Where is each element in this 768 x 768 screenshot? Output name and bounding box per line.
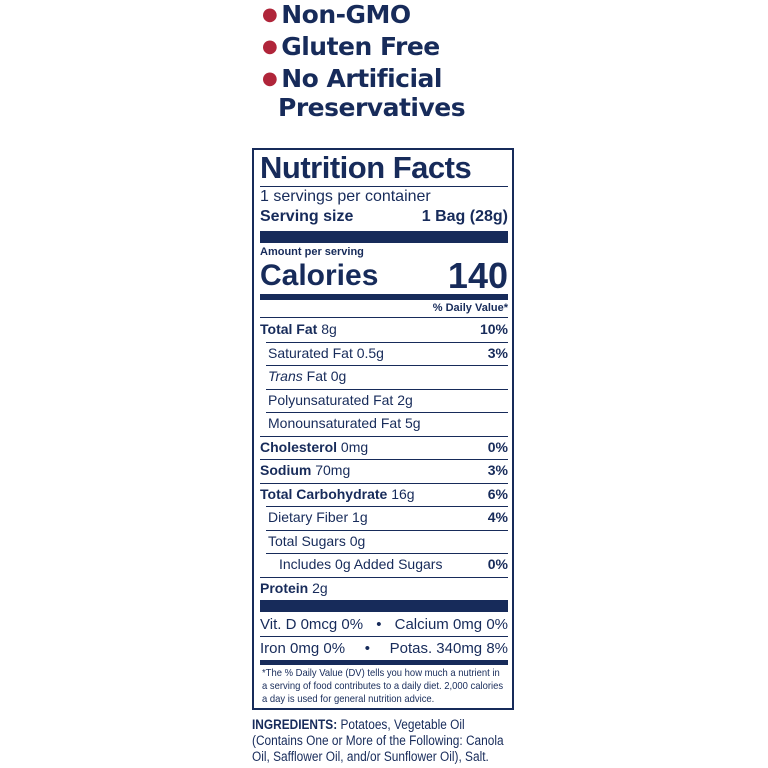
nutrient-amount: 0.5g xyxy=(356,344,384,361)
nutrient-row: Saturated Fat 0.5g 3% xyxy=(260,342,508,365)
nutrient-amount: 2g xyxy=(397,391,413,408)
nutrient-name: Dietary Fiber 1g xyxy=(268,509,368,525)
nutrient-dv: 0% xyxy=(487,556,508,572)
divider-thick xyxy=(260,231,508,243)
divider-medium xyxy=(260,294,508,300)
ingredients: INGREDIENTS: Potatoes, Vegetable Oil (Co… xyxy=(252,717,507,765)
nutrient-row: Total Fat 8g 10% xyxy=(260,318,508,341)
divider xyxy=(266,388,508,390)
claim-text: Non-GMO xyxy=(281,0,411,29)
nutrient-name: Total Sugars 0g xyxy=(268,532,366,549)
bullet-icon: ● xyxy=(262,68,278,89)
nutrient-row: Total Carbohydrate 16g 6% xyxy=(260,483,508,506)
divider xyxy=(266,341,508,343)
divider xyxy=(266,553,508,554)
serving-size-value: 1 Bag (28g) xyxy=(421,208,508,225)
vitamin-row: Iron 0mg 0% • Potas. 340mg 8% xyxy=(260,637,508,660)
nutrient-amount: 2g xyxy=(312,579,328,596)
divider xyxy=(260,186,508,187)
claim-non-gmo: ● Non-GMO xyxy=(262,0,411,29)
potassium: Potas. 340mg 8% xyxy=(389,640,508,657)
nutrient-amount: 0mg xyxy=(340,438,369,455)
nutrient-row: Cholesterol 0mg 0% xyxy=(260,436,508,459)
ingredients-text: Potatoes, Vegetable Oil (Contains One or… xyxy=(252,717,504,764)
serving-size-label: Serving size xyxy=(260,208,354,225)
nutrient-row: Polyunsaturated Fat 2g xyxy=(260,389,508,412)
serving-size: Serving size 1 Bag (28g) xyxy=(260,207,508,226)
nutrient-name: Saturated Fat 0.5g xyxy=(268,344,384,361)
nutrient-amount: 70mg xyxy=(315,462,351,478)
footnote: *The % Daily Value (DV) tells you how mu… xyxy=(262,667,504,705)
amount-per-serving: Amount per serving xyxy=(260,246,364,258)
nutrition-facts-panel xyxy=(252,148,514,710)
divider xyxy=(260,636,508,637)
calories-label: Calories xyxy=(260,259,379,292)
divider xyxy=(266,529,508,531)
claim-text: No Artificial xyxy=(281,64,442,93)
bullet-icon: ● xyxy=(262,36,278,57)
daily-value-header: % Daily Value* xyxy=(432,302,508,314)
nutrient-name: Total Fat 8g xyxy=(260,321,337,337)
divider xyxy=(260,482,508,484)
nutrient-amount: 16g xyxy=(391,485,415,502)
calories-value: 140 xyxy=(447,255,508,296)
nutrient-row: Monounsaturated Fat 5g xyxy=(260,412,508,435)
nutrient-name: Cholesterol 0mg xyxy=(260,438,369,455)
claim-no-preservatives: ● No Artificial Preservatives xyxy=(262,64,466,122)
nutrient-amount: 0g xyxy=(330,368,347,384)
divider xyxy=(260,435,508,437)
nutrient-name: Trans Fat 0g xyxy=(268,368,347,384)
nutrient-amount: 0g xyxy=(349,532,366,549)
nutrient-name: Sodium 70mg xyxy=(260,462,351,478)
nutrient-row: Includes 0g Added Sugars 0% xyxy=(260,553,508,576)
divider xyxy=(260,459,508,460)
calcium: Calcium 0mg 0% xyxy=(394,616,508,633)
divider-thick xyxy=(260,600,508,612)
nutrient-dv: 10% xyxy=(479,321,508,337)
divider xyxy=(266,412,508,413)
nutrient-name: Total Carbohydrate 16g xyxy=(260,485,415,502)
divider xyxy=(260,317,508,318)
nutrient-dv: 4% xyxy=(487,509,508,525)
nutrient-dv: 6% xyxy=(487,485,508,502)
nutrient-row: Trans Fat 0g xyxy=(260,365,508,388)
nutrient-name: Includes 0g Added Sugars xyxy=(279,556,443,572)
nutrient-name: Polyunsaturated Fat 2g xyxy=(268,391,413,408)
servings-per-container: 1 servings per container xyxy=(260,188,431,205)
divider xyxy=(260,576,508,578)
nutrient-amount: 5g xyxy=(404,415,421,431)
nutrient-amount: 8g xyxy=(321,321,337,337)
divider-medium xyxy=(260,660,508,665)
nutrient-row: Total Sugars 0g xyxy=(260,530,508,553)
nutrient-dv: 3% xyxy=(487,344,508,361)
nutrient-name: Monounsaturated Fat 5g xyxy=(268,415,421,431)
separator-dot: • xyxy=(376,616,382,633)
nutrient-row: Sodium 70mg 3% xyxy=(260,459,508,482)
divider xyxy=(266,506,508,507)
ingredients-label: INGREDIENTS: xyxy=(252,717,338,732)
iron: Iron 0mg 0% xyxy=(260,640,346,657)
nutrient-dv: 0% xyxy=(487,438,508,455)
label-title: Nutrition Facts xyxy=(260,150,472,185)
nutrient-row: Dietary Fiber 1g 4% xyxy=(260,506,508,529)
claim-text: Gluten Free xyxy=(281,32,440,61)
nutrient-amount: 1g xyxy=(352,509,368,525)
bullet-icon: ● xyxy=(262,4,278,25)
divider xyxy=(266,365,508,366)
calories-row: Calories 140 xyxy=(260,255,508,296)
claim-gluten-free: ● Gluten Free xyxy=(262,32,440,61)
nutrient-row: Protein 2g xyxy=(260,577,508,600)
nutrient-dv: 3% xyxy=(487,462,508,478)
vitamin-row: Vit. D 0mcg 0% • Calcium 0mg 0% xyxy=(260,613,508,636)
vitamin-d: Vit. D 0mcg 0% xyxy=(260,616,364,633)
separator-dot: • xyxy=(364,640,370,657)
nutrient-name: Protein 2g xyxy=(260,579,328,596)
claim-text: Preservatives xyxy=(278,93,466,122)
